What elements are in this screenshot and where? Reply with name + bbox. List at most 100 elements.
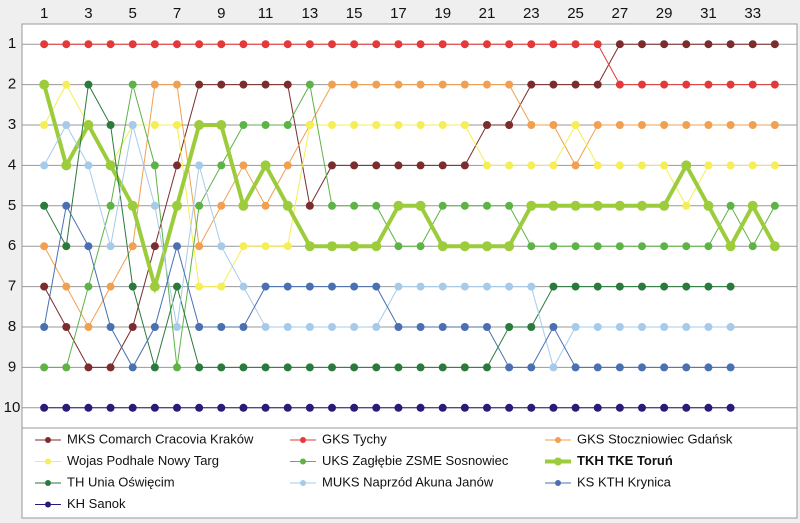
- point: [283, 282, 292, 291]
- point: [84, 363, 93, 372]
- point: [217, 242, 226, 251]
- point: [638, 363, 646, 372]
- point: [261, 363, 270, 372]
- point: [571, 40, 580, 49]
- point: [682, 80, 691, 89]
- point: [438, 201, 447, 210]
- legend-label: MKS Comarch Cracovia Kraków: [67, 431, 254, 446]
- point: [682, 201, 691, 210]
- point: [217, 403, 226, 412]
- point: [438, 363, 447, 372]
- legend-marker: [45, 480, 51, 486]
- point: [173, 40, 181, 49]
- point: [505, 403, 514, 412]
- y-tick-label: 8: [8, 318, 16, 335]
- point: [305, 80, 314, 89]
- point: [84, 323, 93, 331]
- point: [747, 200, 758, 211]
- point: [460, 80, 469, 89]
- point: [593, 242, 602, 251]
- x-tick-label: 9: [217, 5, 225, 22]
- legend: [21, 427, 798, 519]
- point: [615, 242, 624, 251]
- point: [194, 120, 205, 130]
- point: [195, 40, 204, 49]
- point: [217, 282, 226, 291]
- point: [350, 323, 359, 331]
- point: [704, 40, 713, 49]
- point: [459, 241, 470, 252]
- point: [261, 201, 270, 210]
- point: [704, 403, 713, 412]
- x-tick-label: 25: [567, 5, 584, 22]
- point: [505, 161, 514, 170]
- y-tick-label: 3: [8, 116, 16, 133]
- point: [106, 40, 115, 49]
- point: [571, 323, 580, 331]
- point: [704, 363, 713, 372]
- point: [261, 323, 270, 331]
- point: [149, 281, 160, 292]
- legend-label: KH Sanok: [67, 496, 126, 511]
- point: [593, 282, 602, 291]
- point: [394, 242, 403, 251]
- point: [527, 403, 536, 412]
- point: [505, 363, 514, 372]
- point: [638, 242, 646, 251]
- series-line: [42, 84, 777, 295]
- point: [173, 363, 181, 372]
- point: [682, 282, 691, 291]
- point: [460, 201, 469, 210]
- point: [682, 242, 691, 251]
- point: [128, 282, 137, 291]
- point: [770, 201, 779, 210]
- point: [615, 323, 624, 331]
- point: [217, 80, 226, 89]
- plot-area: [21, 23, 798, 429]
- point: [571, 363, 580, 372]
- point: [40, 363, 49, 372]
- point: [637, 200, 647, 211]
- legend-marker: [555, 437, 561, 443]
- point: [748, 80, 757, 89]
- point: [62, 282, 71, 291]
- point: [483, 40, 491, 49]
- point: [128, 121, 137, 129]
- point: [682, 121, 691, 129]
- point: [106, 323, 115, 331]
- point: [593, 403, 602, 412]
- point: [40, 242, 49, 251]
- point: [416, 242, 425, 251]
- point: [660, 363, 669, 372]
- x-tick-label: 21: [479, 5, 496, 22]
- point: [769, 241, 780, 252]
- point: [128, 363, 137, 372]
- point: [549, 121, 558, 129]
- point: [40, 121, 49, 129]
- x-tick-label: 15: [346, 5, 363, 22]
- point: [394, 363, 403, 372]
- point: [660, 323, 669, 331]
- point: [84, 80, 93, 89]
- point: [438, 161, 447, 170]
- point: [84, 403, 93, 412]
- point: [328, 161, 336, 170]
- point: [438, 403, 447, 412]
- point: [638, 40, 646, 49]
- point: [703, 200, 714, 211]
- point: [106, 121, 115, 129]
- point: [460, 282, 469, 291]
- point: [460, 40, 469, 49]
- point: [638, 282, 646, 291]
- point: [173, 403, 181, 412]
- point: [704, 323, 713, 331]
- point: [748, 121, 757, 129]
- y-tick-label: 1: [8, 35, 16, 52]
- point: [416, 363, 425, 372]
- point: [328, 282, 336, 291]
- point: [548, 200, 559, 211]
- point: [527, 80, 536, 89]
- x-tick-label: 5: [129, 5, 137, 22]
- point: [394, 80, 403, 89]
- point: [527, 40, 536, 49]
